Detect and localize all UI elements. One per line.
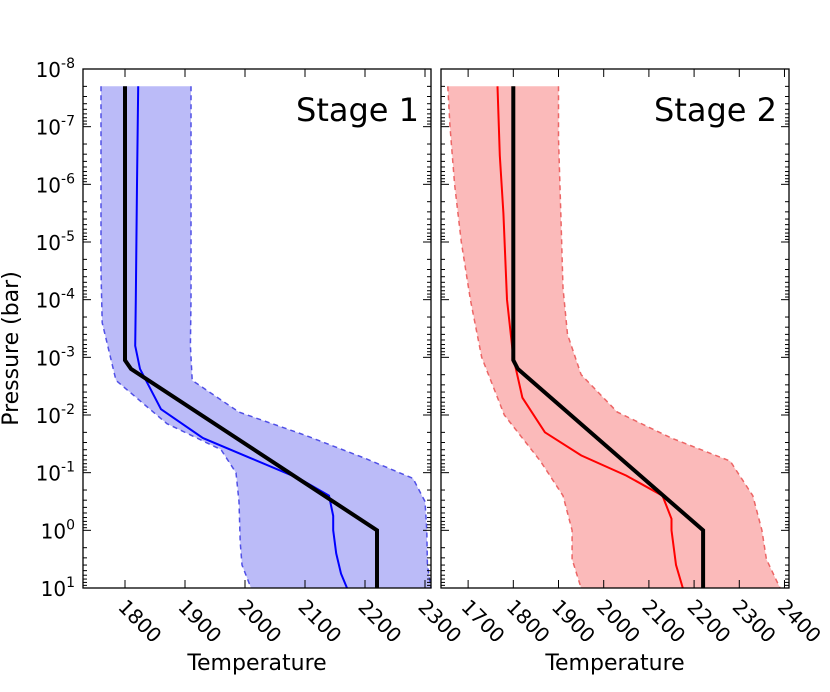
- right-frame: [440, 68, 790, 589]
- y-tick-label: 10-5: [36, 229, 75, 255]
- left-lower-bound-line: [100, 86, 252, 589]
- right-x-tick-label: 2400: [773, 595, 826, 648]
- left-confidence-band: [101, 86, 431, 589]
- left-x-tick-label: 1800: [113, 595, 166, 648]
- left-median-line: [134, 86, 348, 589]
- left-frame: [82, 68, 432, 589]
- right-upper-bound-line: [557, 86, 781, 589]
- right-x-tick-label: 2100: [637, 595, 690, 648]
- y-tick-label: 10-2: [36, 402, 75, 428]
- right-x-tick-label: 2000: [592, 595, 645, 648]
- right-median-line: [496, 86, 684, 589]
- right-x-tick-label: 2200: [683, 595, 736, 648]
- y-tick-label: 10-4: [36, 287, 76, 313]
- left-x-tick-label: 1900: [173, 595, 226, 648]
- right-x-tick-label: 1900: [547, 595, 600, 648]
- left-panel: 1800 1900 2000 2100 2200 2300 10-8 10-7 10-6 10-5…: [0, 56, 466, 676]
- right-stage-label: Stage 2: [654, 91, 777, 129]
- left-x-tick-label: 2300: [413, 595, 466, 648]
- y-tick-label: 10-3: [36, 344, 75, 370]
- right-truth-line: [511, 86, 706, 588]
- y-axis-label: Pressure (bar): [0, 271, 24, 426]
- left-x-tick-label: 2000: [233, 595, 286, 648]
- y-tick-label: 101: [41, 575, 75, 601]
- left-x-axis-label: Temperature: [186, 651, 326, 676]
- right-x-tick-label: 2300: [728, 595, 781, 648]
- y-tick-label: 10-6: [36, 171, 76, 197]
- left-x-tick-label: 2200: [353, 595, 406, 648]
- left-truth-line: [123, 86, 379, 588]
- y-tick-label: 100: [41, 517, 75, 543]
- y-tick-label: 10-1: [36, 460, 75, 486]
- left-stage-label: Stage 1: [296, 91, 419, 129]
- y-tick-label: 10-7: [36, 114, 75, 140]
- right-x-axis-label: Temperature: [544, 651, 684, 676]
- right-x-tick-label: 1800: [502, 595, 555, 648]
- y-tick-label: 10-8: [36, 56, 75, 82]
- right-x-tick-label: 1700: [457, 595, 510, 648]
- left-x-tick-label: 2100: [293, 595, 346, 648]
- left-upper-bound-line: [189, 86, 432, 589]
- right-confidence-band: [447, 86, 780, 589]
